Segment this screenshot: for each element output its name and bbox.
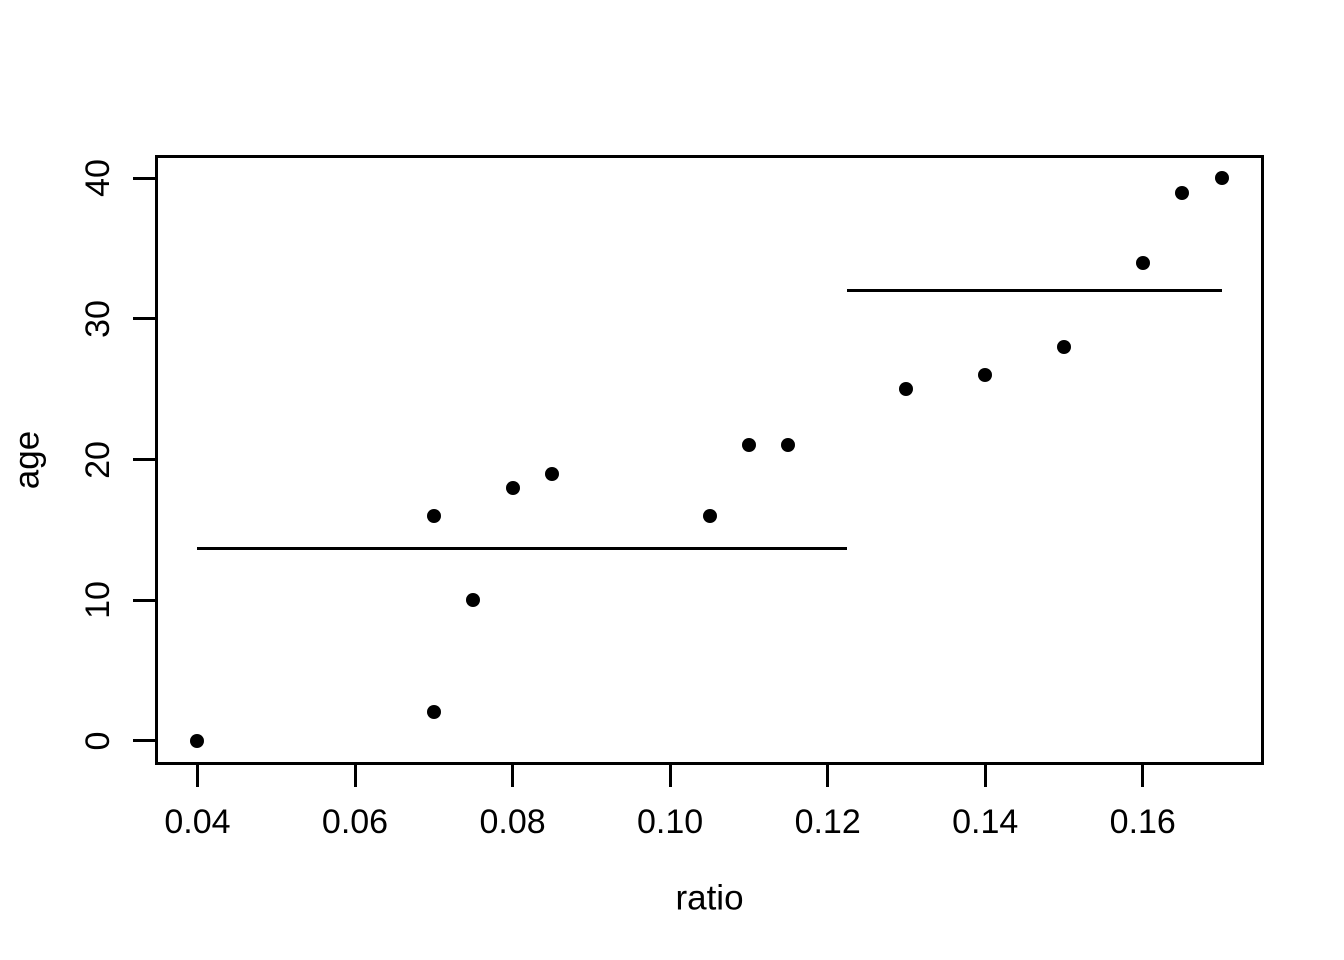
x-axis-tick	[1141, 764, 1145, 787]
data-point	[190, 733, 205, 748]
data-point	[1175, 185, 1190, 200]
x-axis-tick-label: 0.06	[321, 803, 389, 841]
x-axis-tick	[983, 764, 987, 787]
y-axis-tick	[133, 458, 155, 461]
data-point	[466, 593, 481, 607]
data-point	[741, 438, 756, 453]
x-axis-tick-label: 0.08	[479, 803, 546, 841]
x-axis-tick-label: 0.04	[164, 803, 231, 841]
x-axis-tick	[353, 764, 357, 787]
data-point	[978, 368, 993, 383]
y-axis-title: age	[7, 430, 47, 489]
y-axis-tick	[133, 739, 155, 743]
data-point	[544, 466, 559, 481]
data-point	[426, 508, 441, 523]
mean-line-segment	[847, 289, 1222, 293]
x-axis-tick-label: 0.16	[1109, 803, 1176, 841]
x-axis-title: ratio	[675, 878, 744, 918]
x-axis-tick	[195, 764, 199, 787]
data-point	[1135, 255, 1150, 270]
data-point	[781, 438, 796, 453]
data-point	[505, 480, 520, 495]
y-axis-tick-label: 0	[78, 731, 117, 750]
y-axis-tick	[133, 317, 155, 321]
y-axis-tick	[133, 598, 155, 602]
y-axis-tick	[133, 176, 155, 180]
x-axis-tick-label: 0.12	[794, 803, 861, 841]
y-axis-tick-label: 30	[78, 300, 117, 338]
y-axis-tick-label: 40	[78, 159, 117, 198]
plot-area	[155, 154, 1264, 765]
x-axis-tick	[668, 764, 672, 787]
y-axis-tick-label: 10	[78, 581, 117, 619]
data-point	[702, 508, 717, 523]
data-point	[1056, 340, 1071, 355]
x-axis-tick	[826, 764, 830, 787]
data-point	[1214, 171, 1229, 186]
data-point	[899, 382, 914, 397]
y-axis-tick-label: 20	[78, 440, 117, 479]
x-axis-tick-label: 0.10	[637, 803, 704, 841]
x-axis-tick	[511, 764, 515, 787]
x-axis-tick-label: 0.14	[952, 803, 1019, 841]
mean-line-segment	[197, 546, 848, 550]
data-point	[426, 705, 441, 720]
